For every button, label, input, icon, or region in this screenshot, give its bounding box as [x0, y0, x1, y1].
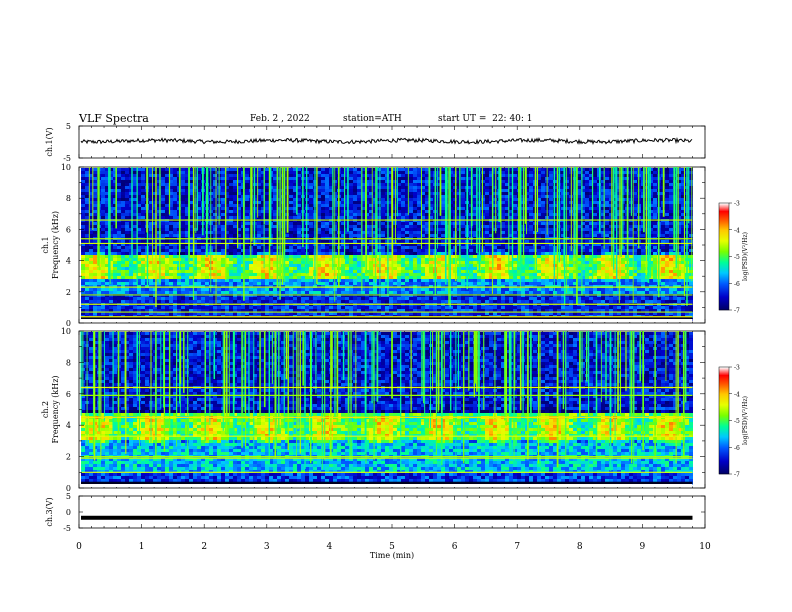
x-tick-label: 4 [327, 542, 333, 552]
colorbar-tick-label: -6 [734, 445, 740, 452]
y-tick-label: 0 [66, 508, 71, 517]
figure-title: VLF Spectra [79, 112, 149, 125]
y-axis-label-channel: ch.2 [41, 401, 50, 418]
y-tick-label: 5 [66, 492, 71, 501]
colorbar-2 [719, 367, 729, 475]
start-time-label: start UT = 22: 40: 1 [438, 114, 533, 124]
colorbar-label: log(PSD)(V²/Hz) [742, 396, 749, 445]
x-tick-label: 10 [699, 542, 711, 552]
ch3-waveform-trace [81, 515, 693, 520]
y-tick-label: -5 [63, 524, 71, 533]
y-tick-label: 8 [66, 194, 71, 203]
station-label: station=ATH [343, 114, 402, 124]
y-tick-label: 2 [66, 288, 71, 297]
recording-date: Feb. 2 , 2022 [250, 114, 310, 124]
colorbar-tick-label: -5 [734, 254, 740, 261]
y-axis-label-channel: ch.1 [41, 236, 50, 253]
x-tick-label: 5 [389, 542, 395, 552]
x-tick-label: 7 [514, 542, 520, 552]
y-tick-label: 2 [66, 453, 71, 462]
y-tick-label: 4 [66, 257, 71, 266]
y-tick-label: 8 [66, 358, 71, 367]
colorbar-tick-label: -4 [734, 227, 740, 234]
x-tick-label: 3 [264, 542, 270, 552]
colorbar-1 [719, 203, 729, 311]
y-axis-label: ch.1(V) [45, 127, 54, 156]
ch2-spectrogram-cells [80, 331, 693, 487]
x-axis-label: Time (min) [370, 551, 414, 560]
colorbar-tick-label: -5 [734, 418, 740, 425]
colorbar-label: log(PSD)(V²/Hz) [742, 232, 749, 281]
x-tick-label: 9 [640, 542, 646, 552]
x-tick-label: 2 [201, 542, 207, 552]
x-tick-label: 1 [139, 542, 145, 552]
y-tick-label: 0 [66, 319, 71, 328]
y-tick-label: 0 [66, 484, 71, 493]
colorbar-tick-label: -3 [734, 365, 740, 372]
ch1-waveform-trace [80, 137, 693, 146]
panel-frame-4 [78, 495, 706, 529]
colorbar-tick-label: -3 [734, 201, 740, 208]
y-axis-label-frequency: Frequency (kHz) [51, 375, 60, 443]
y-tick-label: 10 [61, 327, 71, 336]
y-tick-label: 5 [66, 122, 71, 131]
y-tick-label: 6 [66, 390, 71, 399]
x-tick-label: 6 [452, 542, 458, 552]
y-tick-label: 6 [66, 225, 71, 234]
x-tick-label: 8 [577, 542, 583, 552]
colorbar-tick-label: -7 [734, 472, 740, 479]
y-tick-label: 10 [61, 163, 71, 172]
x-tick-label: 0 [76, 542, 82, 552]
colorbar-tick-label: -6 [734, 281, 740, 288]
colorbar-tick-label: -7 [734, 308, 740, 315]
y-axis-label: ch.3(V) [45, 497, 54, 526]
colorbar-tick-label: -4 [734, 391, 740, 398]
y-axis-label-frequency: Frequency (kHz) [51, 211, 60, 279]
ch1-spectrogram-cells [81, 167, 693, 322]
y-tick-label: 4 [66, 421, 71, 430]
y-tick-label: -5 [63, 154, 71, 163]
